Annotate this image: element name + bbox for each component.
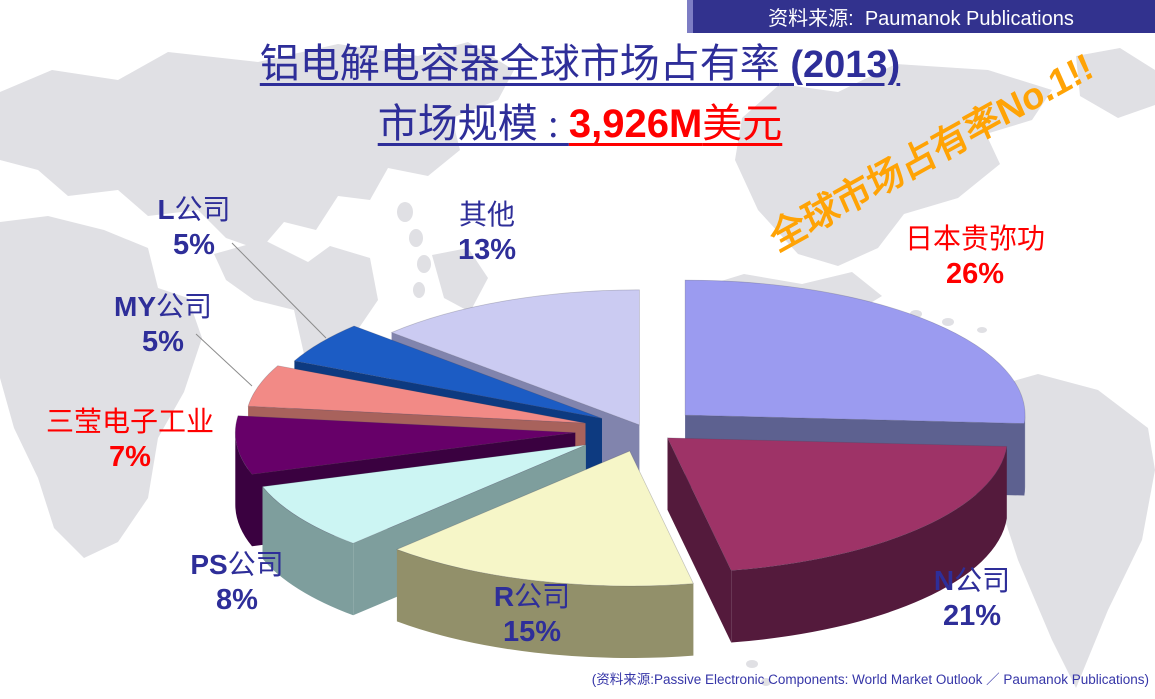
title-year: (2013) <box>779 44 901 86</box>
leader-line <box>231 242 327 339</box>
market-size-label: 市场规模 : <box>377 101 569 146</box>
leader-line <box>195 333 253 387</box>
source-badge-text: 资料来源: Paumanok Publications <box>768 8 1074 30</box>
title-line2: 市场规模 : 3,926M美元 <box>160 98 1000 158</box>
footer-source: (资料来源:Passive Electronic Components: Wor… <box>591 672 1149 687</box>
market-size-currency: 美元 <box>702 101 783 146</box>
title-line1: 铝电解电容器全球市场占有率 (2013) <box>160 38 1000 98</box>
title-text: 铝电解电容器全球市场占有率 <box>259 41 780 86</box>
chart-title: 铝电解电容器全球市场占有率 (2013) 市场规模 : 3,926M美元 <box>160 38 1000 158</box>
market-size-value: 3,926M <box>568 102 703 146</box>
badge-accent-stripe <box>687 0 693 33</box>
source-badge: 资料来源: Paumanok Publications <box>687 0 1155 33</box>
